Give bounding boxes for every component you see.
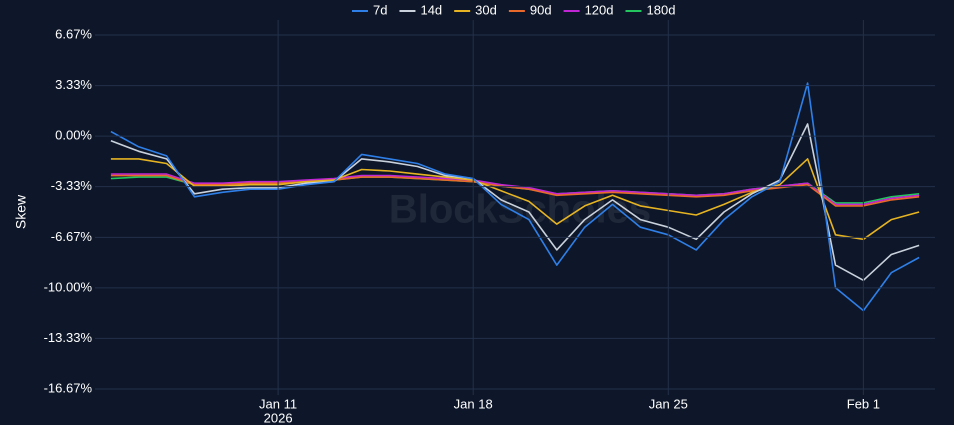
legend-label[interactable]: 7d	[373, 2, 387, 17]
legend-label[interactable]: 120d	[585, 2, 614, 17]
series-line	[110, 123, 920, 282]
x-tick-label: Feb 1	[847, 396, 880, 411]
watermark: BlockScholes	[389, 188, 651, 232]
legend-label[interactable]: 180d	[647, 2, 676, 17]
y-tick-label: -16.67%	[44, 380, 93, 395]
x-year-label: 2026	[264, 410, 293, 425]
y-tick-label: -13.33%	[44, 330, 93, 345]
y-tick-label: -10.00%	[44, 279, 93, 294]
legend-item[interactable]: 90d	[508, 2, 552, 17]
y-tick-label: 3.33%	[55, 77, 92, 92]
legend-label[interactable]: 14d	[420, 2, 442, 17]
legend-item[interactable]: 14d	[399, 2, 442, 17]
legend-item[interactable]: 120d	[563, 2, 614, 17]
x-tick-label: Jan 18	[454, 396, 493, 411]
legend-item[interactable]: 7d	[352, 2, 387, 17]
y-tick-label: -3.33%	[51, 178, 93, 193]
legend-item[interactable]: 30d	[454, 2, 497, 17]
y-tick-label: 0.00%	[55, 128, 92, 143]
y-axis-title: Skew	[13, 194, 29, 229]
legend-item[interactable]: 180d	[625, 2, 676, 17]
legend-label[interactable]: 30d	[475, 2, 497, 17]
y-tick-label: -6.67%	[51, 229, 93, 244]
series-line	[110, 158, 920, 241]
series-line	[110, 82, 920, 312]
legend-label[interactable]: 90d	[530, 2, 552, 17]
x-tick-label: Jan 25	[649, 396, 688, 411]
series-line	[110, 174, 920, 207]
y-tick-label: 6.67%	[55, 26, 92, 41]
x-tick-label: Jan 11	[259, 396, 297, 411]
